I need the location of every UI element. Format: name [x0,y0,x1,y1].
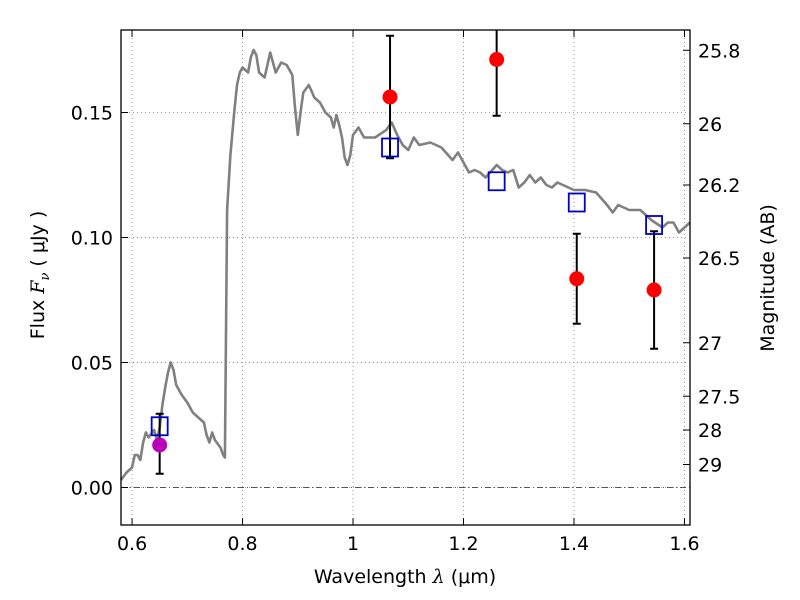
y2-tick-label: 27.5 [698,386,740,408]
y2-tick-label: 27 [698,333,722,355]
x-tick-label: 0.8 [227,533,257,555]
y2-axis-label: Magnitude (AB) [757,204,779,352]
y2-tick-label: 26.2 [698,175,740,197]
y2-tick-label: 28 [698,420,722,442]
y-tick-label: 0.10 [71,228,113,250]
y-tick-label: 0.05 [71,353,113,375]
axes: 0.6 0.8 1 1.2 1.4 1.6 0.00 0.05 0.10 0.15 25.8 26 26… [71,29,740,555]
data-points-layer [150,30,663,475]
observed-point [382,89,398,105]
x-tick-label: 1.2 [448,533,478,555]
x-tick-label: 1.4 [559,533,589,555]
y2-tick-label: 26.5 [698,248,740,270]
x-axis-label: Wavelength λ (μm) [314,566,496,588]
model-spectrum-line [119,48,691,481]
observed-point [569,271,585,287]
model-photometry-box [645,215,663,235]
grid [121,30,690,525]
model-photometry-box [381,137,399,158]
y2-tick-label: 25.8 [698,40,740,62]
y-axis-label: Flux Fν ( μJy ) [27,211,53,340]
model-photometry-box [487,171,506,192]
observed-point [152,437,168,453]
x-tick-label: 0.6 [117,533,147,555]
y-tick-label: 0.15 [71,103,113,125]
observed-point [489,52,505,67]
x-tick-label: 1.6 [669,533,699,555]
model-spectrum-layer [119,48,691,481]
y-tick-label: 0.00 [71,478,113,500]
model-photometry-box [150,416,169,437]
plot-frame [120,29,691,526]
model-photometry-box [567,192,586,213]
x-tick-label: 1 [347,533,359,555]
y2-tick-label: 26 [698,114,722,136]
observed-point [646,282,662,298]
y2-tick-label: 29 [698,455,722,477]
